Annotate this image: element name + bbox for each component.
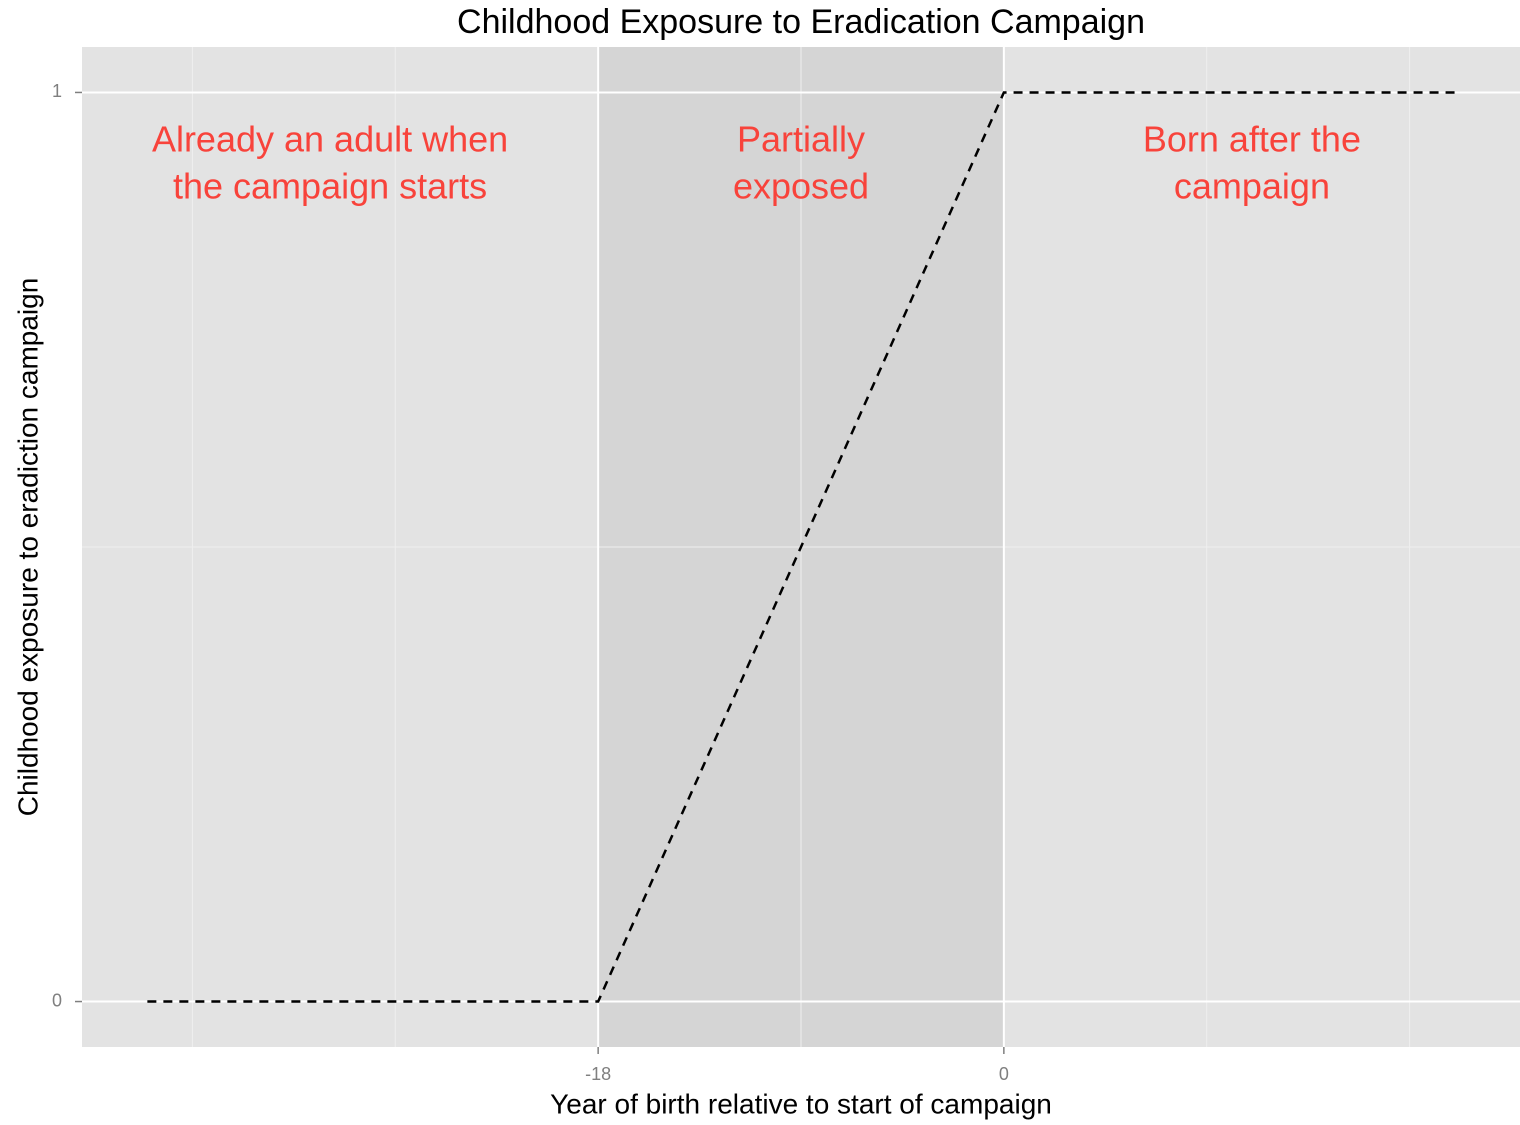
annotation: Partially xyxy=(737,119,865,160)
chart-title: Childhood Exposure to Eradication Campai… xyxy=(457,3,1145,41)
x-axis-label: Year of birth relative to start of campa… xyxy=(550,1088,1052,1119)
annotation: exposed xyxy=(733,166,869,207)
y-tick-label: 0 xyxy=(52,990,62,1010)
y-tick-label: 1 xyxy=(52,81,62,101)
annotation: Already an adult when xyxy=(152,119,508,160)
x-tick-label: -18 xyxy=(585,1064,611,1084)
annotation: campaign xyxy=(1174,166,1330,207)
y-axis-label: Childhood exposure to eradiction campaig… xyxy=(12,278,43,817)
line xyxy=(147,91,1455,1003)
annotation: the campaign starts xyxy=(173,166,487,207)
annotation: Born after the xyxy=(1143,119,1361,160)
x-tick-label: 0 xyxy=(999,1064,1009,1084)
